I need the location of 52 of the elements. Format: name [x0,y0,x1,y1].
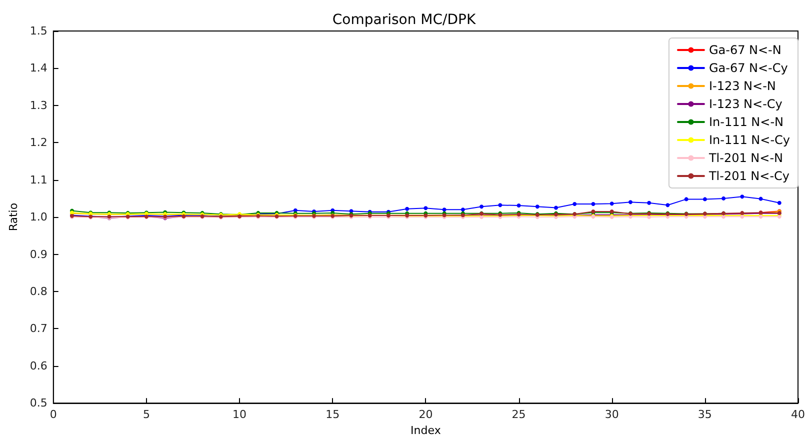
legend-label: In-111 N<-Cy [708,133,790,147]
point [740,194,744,199]
y-tick-label: 0.8 [30,284,48,298]
point [424,206,428,210]
x-tick-label: 15 [326,408,340,422]
legend-label: In-111 N<-N [708,115,784,129]
point [572,202,577,206]
point [666,203,670,208]
x-tick-label: 20 [418,408,433,422]
legend-label: I-123 N<-N [708,79,776,93]
x-tick-label: 25 [512,408,526,422]
y-axis-title: Ratio [7,202,20,232]
y-tick-label: 1.0 [30,210,48,224]
point [442,208,446,212]
legend-label: Tl-201 N<-Cy [708,169,790,183]
y-tick-label: 0.9 [30,248,48,261]
legend-label: I-123 N<-Cy [708,97,782,111]
x-tick-label: 10 [232,408,247,422]
point [480,204,484,209]
point [647,200,652,205]
legend-label: Ga-67 N<-N [708,43,782,57]
point [405,206,410,211]
y-tick-label: 0.5 [30,396,48,410]
x-tick-label: 0 [50,408,57,422]
point [516,204,521,208]
y-tick-label: 1.1 [30,173,48,186]
y-tick-label: 1.4 [30,62,48,75]
x-axis-title: Index [410,424,442,437]
point [535,204,540,209]
point [628,200,632,204]
point [460,208,465,212]
point [554,206,558,210]
point [722,196,726,200]
y-tick-label: 1.5 [30,24,48,38]
point [610,202,614,206]
y-tick-label: 0.7 [30,322,48,336]
point [758,196,763,201]
y-tick-label: 0.6 [30,359,48,372]
point [684,197,688,202]
x-tick-label: 30 [604,408,619,422]
point [498,203,502,208]
legend-label: Ga-67 N<-Cy [708,61,788,75]
point [591,202,596,206]
x-tick-label: 40 [791,408,805,422]
y-tick-label: 1.2 [30,136,48,150]
chart-title: Comparison MC/DPK [332,12,476,28]
point [702,197,707,202]
x-tick-label: 5 [142,408,150,422]
legend-label: Tl-201 N<-N [708,151,784,165]
y-tick-label: 1.3 [30,98,48,112]
point [777,200,782,205]
x-tick-label: 35 [698,408,712,422]
